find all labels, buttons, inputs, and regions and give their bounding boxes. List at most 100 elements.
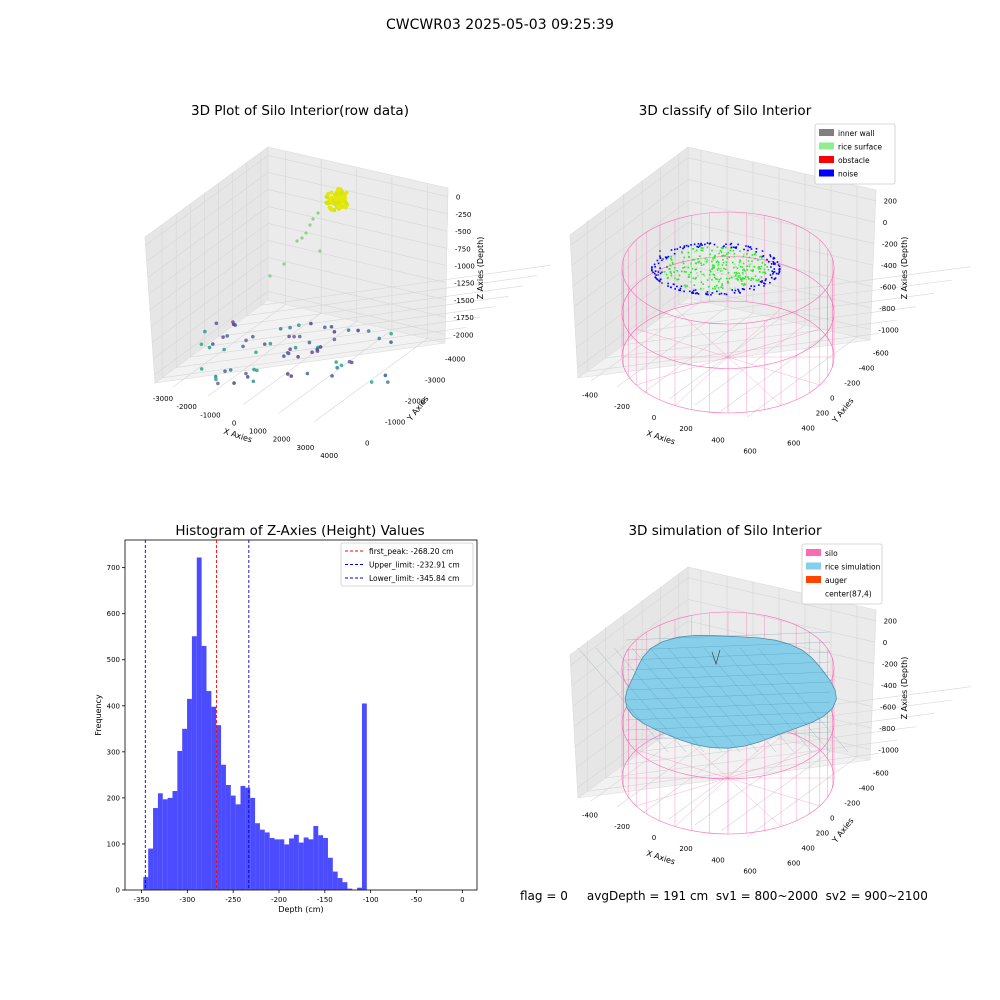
classify-point <box>717 264 719 267</box>
histogram-bar <box>318 835 324 890</box>
classify-point <box>735 275 738 278</box>
classify-point <box>694 289 697 291</box>
y-tick-label: 300 <box>107 748 120 756</box>
y-tick-label: -2000 <box>405 398 425 406</box>
wall-point <box>659 250 661 252</box>
raw-point <box>304 231 308 235</box>
histogram-bar <box>221 764 226 890</box>
classify-point <box>770 263 773 265</box>
classify-point <box>770 276 773 279</box>
raw-point <box>332 329 337 334</box>
classify-point <box>720 267 723 270</box>
classify-point <box>688 255 690 258</box>
raw-point <box>383 373 388 378</box>
classify-point <box>725 253 728 256</box>
classify-point <box>707 259 709 262</box>
noise-point <box>692 292 694 294</box>
raw-point <box>244 371 248 376</box>
raw-3d-plot: -3000-2000-1000010002000300040000-1000-2… <box>144 146 551 460</box>
histogram-bar <box>293 834 299 890</box>
classify-point <box>733 266 735 269</box>
classify-point <box>722 258 724 261</box>
raw-point <box>305 371 310 376</box>
raw-point <box>282 354 286 358</box>
classify-point <box>693 250 696 253</box>
surface-mesh <box>625 661 831 671</box>
grid-line <box>660 279 953 319</box>
x-tick-label: -250 <box>225 896 241 904</box>
classify-point <box>670 255 673 258</box>
z-tick-label: -1750 <box>454 314 474 322</box>
z-tick-label: -600 <box>880 703 896 711</box>
grid-line <box>152 257 446 343</box>
x-axis-label: Depth (cm) <box>278 905 323 914</box>
classify-point <box>750 248 753 250</box>
classify-point <box>718 278 721 281</box>
surface-mesh <box>739 647 831 753</box>
x-tick-label: 0 <box>232 419 236 427</box>
surface-mesh <box>631 647 723 753</box>
silo-wall <box>636 356 729 386</box>
y-tick-label: -200 <box>844 800 860 808</box>
classify-point <box>764 282 766 285</box>
histogram-bar <box>143 877 149 890</box>
classify-point <box>707 285 710 288</box>
classify-legend-label: obstacle <box>838 156 870 165</box>
classify-point <box>670 257 673 259</box>
raw-point <box>389 331 393 336</box>
classify-point <box>683 266 686 269</box>
classify-point <box>702 273 705 276</box>
histogram-legend-label: Lower_limit: -345.84 cm <box>369 574 459 583</box>
classify-point <box>739 250 741 252</box>
z-axis-label: Z Axies (Depth) <box>900 657 909 720</box>
classify-point <box>706 279 709 281</box>
classify-point <box>714 288 716 290</box>
classify-point <box>716 290 718 293</box>
classify-point <box>739 274 741 277</box>
classify-point <box>659 278 662 281</box>
histogram-bar <box>284 844 290 890</box>
z-tick-label: 0 <box>456 194 460 202</box>
classify-point <box>699 270 702 273</box>
surface-mesh <box>625 711 831 721</box>
raw-point <box>251 379 256 384</box>
classify-point <box>737 278 739 281</box>
raw-point <box>316 211 320 215</box>
z-axis-label: Z Axies (Depth) <box>476 237 485 300</box>
classify-point <box>712 287 714 290</box>
raw-point <box>340 199 345 204</box>
noise-point <box>674 288 676 290</box>
classify-point <box>713 255 716 258</box>
classify-point <box>713 243 716 246</box>
noise-point <box>778 268 781 270</box>
noise-point <box>655 277 657 279</box>
classify-point <box>720 286 722 289</box>
classify-point <box>749 278 751 281</box>
classify-point <box>741 280 743 282</box>
surface-mesh <box>625 691 831 701</box>
histogram-bar <box>240 785 246 890</box>
raw-point <box>287 334 291 339</box>
simulation-legend-box <box>801 543 883 605</box>
histogram-bar <box>323 837 328 890</box>
grid-line <box>243 321 357 405</box>
noise-point <box>747 245 750 248</box>
classify-point <box>741 272 744 274</box>
x-tick-label: -200 <box>614 403 630 411</box>
grid-line <box>218 296 509 337</box>
y-tick-label: 200 <box>816 410 829 418</box>
silo-wall <box>727 328 820 358</box>
grid-line <box>150 240 447 327</box>
raw-point <box>255 368 259 373</box>
raw-point <box>318 249 322 253</box>
classify-point <box>727 280 729 283</box>
silo-wall <box>674 356 729 406</box>
surface-mesh <box>721 647 813 753</box>
raw-point <box>262 342 267 346</box>
silo-wall <box>727 308 782 358</box>
classify-point <box>669 268 671 270</box>
surface-mesh <box>625 721 831 731</box>
noise-point <box>706 242 709 244</box>
z-tick-label: -250 <box>456 211 472 219</box>
